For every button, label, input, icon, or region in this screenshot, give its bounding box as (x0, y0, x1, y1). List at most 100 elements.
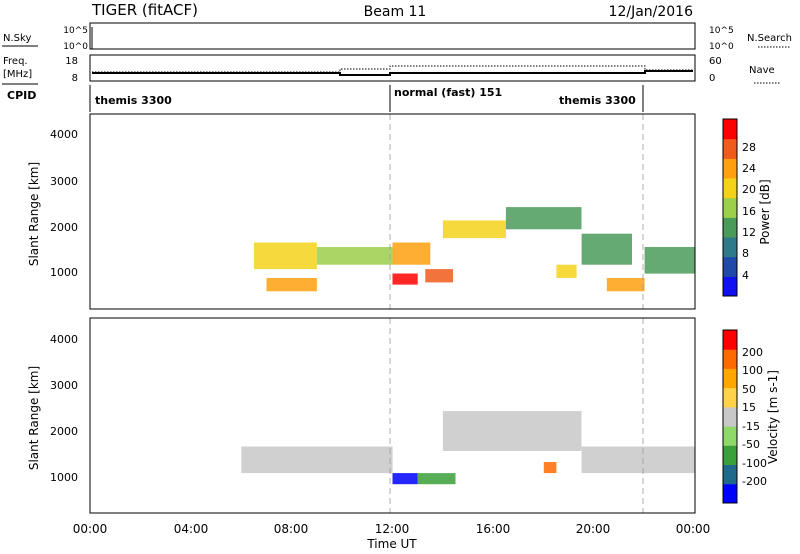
power-cbar-swatch-2 (723, 237, 737, 258)
power-echo-band-9 (556, 264, 577, 278)
vel-cbar-tick-15: 15 (742, 401, 756, 414)
velocity-cbar-swatch-7 (723, 349, 737, 369)
velocity-echo-band-1 (392, 473, 418, 485)
power-cbar-tick-24: 24 (742, 162, 756, 175)
power-echo-band-3 (392, 242, 431, 265)
vel-ytick-4000: 4000 (50, 333, 78, 346)
power-cbar-tick-4: 4 (742, 269, 749, 282)
xtick-0000: 00:00 (73, 522, 108, 536)
power-ytick-4000: 4000 (50, 128, 78, 141)
power-ytick-2000: 2000 (50, 221, 78, 234)
freq-panel (89, 54, 696, 82)
noise-panel (89, 22, 696, 50)
freq-label-1: Freq. (3, 56, 28, 67)
power-echo-band-2 (316, 247, 393, 265)
power-panel (89, 113, 696, 310)
velocity-echo-band-2 (417, 473, 456, 485)
freq-tick-high: 18 (65, 56, 78, 67)
power-cbar-tick-28: 28 (742, 141, 756, 154)
velocity-cbar-frame (722, 329, 738, 504)
velocity-ylabel: Slant Range [km] (27, 366, 41, 470)
power-cbar-tick-12: 12 (742, 226, 756, 239)
beam-title: Beam 11 (364, 4, 427, 20)
vel-cbar-tick-200: 200 (742, 346, 763, 359)
nave-line (92, 65, 693, 73)
power-echo-band-11 (644, 247, 695, 274)
power-ytick-3000: 3000 (50, 175, 78, 188)
xtick-2000: 20:00 (576, 522, 611, 536)
velocity-cbar-swatch-3 (723, 426, 737, 446)
xtick-0400: 04:00 (174, 522, 209, 536)
vel-cbar-tick-50: 50 (742, 383, 756, 396)
velocity-echo-band-0 (241, 446, 393, 474)
velocity-cbar-swatch-4 (723, 406, 737, 427)
freq-tick-low: 8 (72, 73, 78, 84)
freq-line (92, 70, 693, 76)
xtick-2400: 00:00 (676, 522, 711, 536)
velocity-echo-layer (241, 411, 695, 485)
velocity-cbar-swatch-6 (723, 368, 737, 389)
cpid-segment-3: themis 3300 (559, 94, 636, 107)
velocity-panel (89, 317, 696, 514)
power-cbar-tick-8: 8 (742, 247, 749, 260)
power-echo-band-0 (253, 242, 317, 270)
nsky-tick-high: 10^5 (63, 26, 88, 36)
xaxis-label: Time UT (366, 537, 417, 551)
xtick-1600: 16:00 (476, 522, 511, 536)
vel-ytick-3000: 3000 (50, 379, 78, 392)
power-cbar-swatch-6 (723, 158, 737, 179)
power-cbar-swatch-1 (723, 256, 737, 277)
nsearch-tick-high: 10^5 (709, 26, 734, 36)
date-title: 12/Jan/2016 (609, 4, 694, 20)
nsearch-label: N.Search (747, 33, 792, 44)
power-cbar-swatch-3 (723, 217, 737, 238)
freq-label-2: [MHz] (3, 69, 32, 80)
power-cbar-swatch-8 (723, 119, 737, 140)
velocity-echo-band-4 (581, 446, 695, 474)
power-echo-band-4 (392, 273, 418, 285)
power-cbar-tick-20: 20 (742, 183, 756, 196)
cpid-segment-2: normal (fast) 151 (394, 86, 502, 99)
velocity-colorbar (722, 329, 738, 504)
velocity-cbar-swatch-8 (723, 330, 737, 350)
nave-label: Nave (749, 65, 775, 76)
nave-tick-high: 60 (709, 56, 722, 67)
xtick-1200: 12:00 (375, 522, 410, 536)
vel-cbar-tick-100: 100 (742, 364, 763, 377)
nsearch-tick-low: 10^0 (709, 42, 734, 52)
power-colorbar (722, 118, 738, 297)
power-cbar-swatch-7 (723, 138, 737, 159)
cpid-segment-1: themis 3300 (95, 94, 172, 107)
power-cbar-swatch-0 (723, 276, 737, 297)
power-echo-band-8 (581, 233, 632, 265)
nsky-label: N.Sky (3, 33, 31, 44)
cpid-label: CPID (7, 89, 36, 102)
vel-cbar-tick-m100: -100 (742, 457, 767, 470)
power-cbar-swatch-5 (723, 178, 737, 199)
velocity-echo-band-3 (442, 411, 582, 451)
power-cbar-label: Power [dB] (758, 179, 772, 244)
velocity-cbar-swatch-1 (723, 464, 737, 485)
power-echo-band-6 (442, 220, 506, 239)
power-ylabel: Slant Range [km] (27, 162, 41, 266)
velocity-cbar-swatch-2 (723, 445, 737, 465)
vel-cbar-tick-m50: -50 (742, 438, 760, 451)
radar-title: TIGER (fitACF) (91, 1, 198, 19)
power-echo-band-5 (425, 269, 453, 283)
power-ytick-1000: 1000 (50, 266, 78, 279)
velocity-cbar-label: Velocity [m s-1] (766, 370, 780, 464)
power-echo-band-1 (266, 278, 317, 292)
vel-ytick-2000: 2000 (50, 425, 78, 438)
power-cbar-frame (722, 118, 738, 297)
power-echo-layer (253, 207, 695, 292)
nsky-tick-low: 10^0 (63, 42, 88, 52)
velocity-cbar-swatch-5 (723, 387, 737, 408)
vel-cbar-tick-m200: -200 (742, 475, 767, 488)
velocity-cbar-swatch-0 (723, 483, 737, 504)
power-cbar-tick-16: 16 (742, 205, 756, 218)
power-echo-band-7 (505, 207, 582, 230)
nave-tick-low: 0 (709, 73, 715, 84)
vel-cbar-tick-m15: -15 (742, 420, 760, 433)
velocity-echo-band-5 (543, 462, 557, 474)
